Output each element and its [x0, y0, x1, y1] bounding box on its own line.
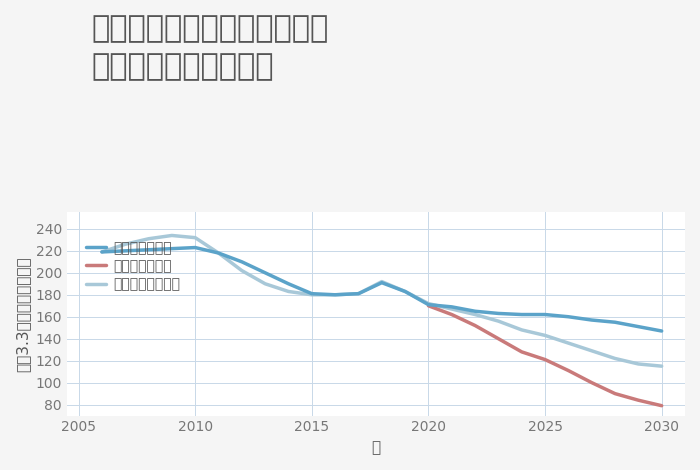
バッドシナリオ: [541, 357, 550, 362]
グッドシナリオ: [307, 291, 316, 297]
ノーマルシナリオ: [541, 333, 550, 338]
グッドシナリオ: [447, 304, 456, 310]
Line: グッドシナリオ: グッドシナリオ: [102, 248, 662, 331]
グッドシナリオ: [168, 246, 176, 251]
ノーマルシナリオ: [214, 250, 223, 256]
バッドシナリオ: [657, 403, 666, 408]
バッドシナリオ: [447, 312, 456, 317]
バッドシナリオ: [424, 303, 433, 309]
ノーマルシナリオ: [634, 361, 643, 367]
ノーマルシナリオ: [307, 292, 316, 298]
グッドシナリオ: [237, 259, 246, 265]
バッドシナリオ: [634, 398, 643, 403]
Text: 神奈川県川崎市宮前区初山の
中古戸建ての価格推移: 神奈川県川崎市宮前区初山の 中古戸建ての価格推移: [91, 14, 328, 81]
バッドシナリオ: [564, 368, 573, 373]
グッドシナリオ: [331, 292, 340, 298]
バッドシナリオ: [517, 349, 526, 355]
グッドシナリオ: [657, 328, 666, 334]
グッドシナリオ: [541, 312, 550, 317]
バッドシナリオ: [587, 380, 596, 385]
Line: バッドシナリオ: バッドシナリオ: [428, 306, 662, 406]
グッドシナリオ: [471, 308, 480, 314]
X-axis label: 年: 年: [372, 440, 381, 455]
ノーマルシナリオ: [517, 327, 526, 333]
Y-axis label: 坪（3.3㎡）単価（万円）: 坪（3.3㎡）単価（万円）: [15, 256, 30, 372]
ノーマルシナリオ: [237, 268, 246, 274]
Line: ノーマルシナリオ: ノーマルシナリオ: [102, 235, 662, 366]
グッドシナリオ: [98, 249, 106, 255]
ノーマルシナリオ: [657, 363, 666, 369]
ノーマルシナリオ: [564, 340, 573, 346]
グッドシナリオ: [214, 250, 223, 256]
グッドシナリオ: [191, 245, 200, 251]
ノーマルシナリオ: [447, 306, 456, 312]
グッドシナリオ: [564, 314, 573, 320]
ノーマルシナリオ: [261, 281, 270, 287]
バッドシナリオ: [471, 323, 480, 329]
ノーマルシナリオ: [354, 291, 363, 297]
ノーマルシナリオ: [144, 236, 153, 242]
ノーマルシナリオ: [611, 356, 620, 361]
ノーマルシナリオ: [424, 301, 433, 306]
グッドシナリオ: [261, 270, 270, 275]
グッドシナリオ: [121, 248, 130, 254]
ノーマルシナリオ: [191, 235, 200, 241]
グッドシナリオ: [284, 281, 293, 287]
ノーマルシナリオ: [377, 279, 386, 284]
ノーマルシナリオ: [98, 249, 106, 255]
グッドシナリオ: [634, 324, 643, 329]
バッドシナリオ: [611, 391, 620, 396]
ノーマルシナリオ: [284, 289, 293, 294]
グッドシナリオ: [517, 312, 526, 317]
ノーマルシナリオ: [331, 292, 340, 298]
ノーマルシナリオ: [401, 289, 410, 294]
バッドシナリオ: [494, 336, 503, 342]
グッドシナリオ: [424, 302, 433, 307]
グッドシナリオ: [144, 247, 153, 252]
グッドシナリオ: [401, 289, 410, 294]
グッドシナリオ: [354, 291, 363, 297]
グッドシナリオ: [494, 311, 503, 316]
グッドシナリオ: [611, 320, 620, 325]
ノーマルシナリオ: [587, 348, 596, 353]
Legend: グッドシナリオ, バッドシナリオ, ノーマルシナリオ: グッドシナリオ, バッドシナリオ, ノーマルシナリオ: [80, 235, 186, 297]
ノーマルシナリオ: [168, 233, 176, 238]
ノーマルシナリオ: [494, 318, 503, 324]
ノーマルシナリオ: [471, 312, 480, 317]
グッドシナリオ: [377, 280, 386, 285]
ノーマルシナリオ: [121, 242, 130, 247]
グッドシナリオ: [587, 317, 596, 323]
